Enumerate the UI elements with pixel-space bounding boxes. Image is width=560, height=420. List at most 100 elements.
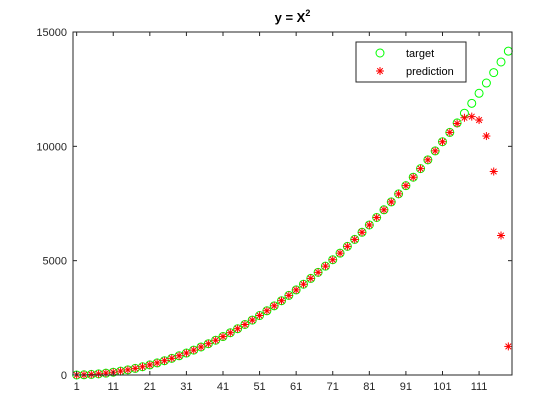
prediction-point: [262, 306, 271, 315]
asterisk-stroke: [234, 325, 241, 332]
asterisk-stroke: [483, 132, 490, 140]
y-tick-label: 15000: [36, 27, 67, 39]
prediction-point: [131, 364, 140, 373]
asterisk-stroke: [139, 363, 146, 370]
prediction-point: [467, 112, 476, 121]
prediction-point: [460, 113, 469, 122]
asterisk-stroke: [439, 138, 446, 145]
asterisk-stroke: [373, 214, 380, 221]
prediction-point: [204, 339, 213, 348]
asterisk-stroke: [344, 243, 351, 250]
data-marks: [72, 46, 513, 380]
prediction-point: [138, 362, 147, 371]
asterisk-stroke: [197, 343, 205, 351]
prediction-point: [160, 356, 169, 365]
asterisk-stroke: [497, 232, 505, 239]
prediction-point: [409, 173, 418, 182]
x-tick-label: 71: [327, 381, 339, 393]
prediction-point: [394, 189, 403, 198]
x-tick-label: 11: [108, 381, 119, 393]
asterisk-stroke: [395, 190, 402, 198]
y-axis-ticks: 0 5000 10000 15000: [36, 27, 512, 382]
x-tick-label: 31: [180, 381, 192, 393]
prediction-point: [314, 268, 323, 277]
asterisk-stroke: [376, 67, 384, 75]
y-tick-label: 10000: [36, 141, 67, 153]
asterisk-stroke: [95, 370, 102, 378]
x-tick-label: 41: [217, 381, 229, 393]
x-tick-label: 1: [74, 381, 80, 393]
asterisk-stroke: [351, 236, 358, 243]
legend-label: prediction: [406, 66, 454, 78]
asterisk-stroke: [285, 292, 292, 299]
prediction-point: [372, 213, 381, 222]
legend: target prediction: [355, 41, 467, 83]
asterisk-stroke: [124, 366, 132, 374]
prediction-point: [240, 320, 249, 329]
prediction-point: [255, 311, 264, 320]
asterisk-stroke: [278, 297, 285, 304]
asterisk-stroke: [117, 367, 124, 375]
prediction-point: [116, 367, 125, 376]
prediction-point: [416, 164, 425, 173]
prediction-point: [489, 167, 498, 176]
prediction-point: [321, 262, 330, 271]
asterisk-stroke: [146, 361, 153, 369]
x-axis-ticks: 1 11 21 31 41 51 61 71 81 91 101 111: [74, 32, 488, 393]
prediction-point: [365, 220, 374, 229]
prediction-point: [182, 349, 191, 358]
legend-item-target: target: [375, 48, 434, 60]
plot-area: [73, 32, 512, 375]
asterisk-stroke: [307, 275, 314, 282]
prediction-point: [284, 291, 293, 300]
legend-marker: [375, 48, 385, 58]
series-prediction: [72, 112, 513, 379]
asterisk-stroke: [212, 337, 219, 344]
asterisk-stroke: [314, 269, 322, 276]
asterisk-stroke: [380, 206, 388, 213]
legend-label: target: [406, 48, 434, 60]
asterisk-stroke: [388, 198, 395, 206]
prediction-point: [248, 316, 257, 325]
asterisk-stroke: [402, 182, 410, 189]
asterisk-stroke: [468, 113, 475, 120]
y-tick-label: 0: [61, 370, 67, 382]
prediction-point: [445, 128, 454, 137]
asterisk-stroke: [249, 316, 256, 324]
axes: [72, 31, 513, 376]
asterisk-stroke: [88, 371, 95, 378]
prediction-point: [153, 358, 162, 367]
prediction-point: [211, 336, 220, 345]
prediction-point: [497, 231, 506, 240]
asterisk-stroke: [446, 129, 453, 136]
prediction-point: [431, 146, 440, 155]
prediction-point: [504, 342, 513, 351]
prediction-point: [328, 255, 337, 264]
legend-items: target prediction: [375, 48, 454, 78]
asterisk-stroke: [190, 346, 197, 354]
prediction-point: [387, 197, 396, 206]
x-tick-label: 111: [471, 381, 488, 393]
asterisk-stroke: [241, 321, 249, 328]
asterisk-stroke: [358, 229, 366, 236]
target-point: [467, 98, 477, 108]
asterisk-stroke: [271, 302, 278, 309]
chart-title-superscript: 2: [305, 8, 310, 18]
asterisk-stroke: [475, 116, 483, 124]
asterisk-stroke: [424, 156, 432, 164]
asterisk-stroke: [175, 352, 183, 359]
asterisk-stroke: [417, 165, 424, 172]
asterisk-stroke: [219, 333, 227, 340]
asterisk-stroke: [161, 357, 168, 364]
asterisk-stroke: [132, 365, 139, 372]
target-point: [481, 78, 491, 88]
prediction-point: [401, 181, 410, 190]
chart-title: y = X2: [275, 8, 311, 25]
prediction-point: [482, 132, 491, 141]
legend-box: [355, 41, 467, 83]
x-tick-label: 101: [433, 381, 451, 393]
asterisk-stroke: [410, 174, 417, 181]
asterisk-stroke: [293, 286, 300, 294]
x-tick-label: 51: [253, 381, 265, 393]
